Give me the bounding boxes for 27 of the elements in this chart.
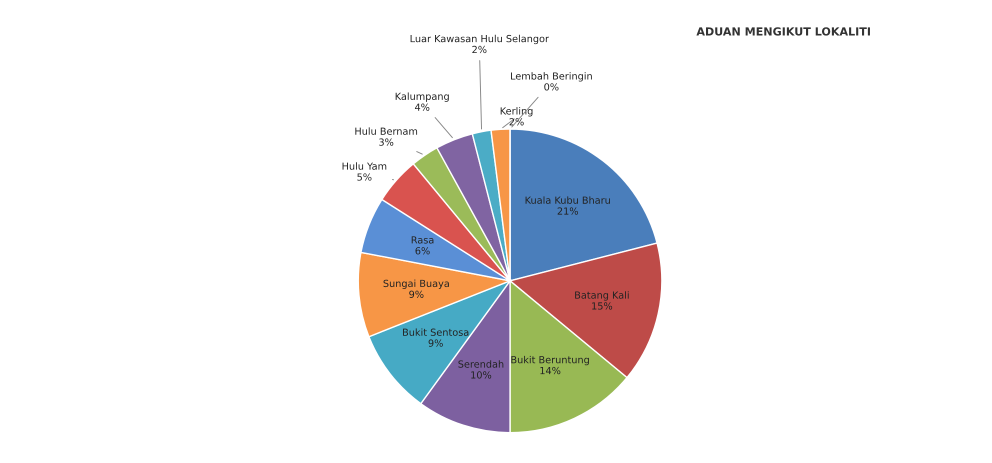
slice-label: Kuala Kubu Bharu — [526, 196, 610, 204]
slice-label: Hulu Bernam — [355, 127, 418, 135]
slice-label: Sungai Buaya — [384, 280, 449, 289]
data-label: 2% — [472, 46, 486, 54]
slice-label: Kerling — [500, 107, 532, 116]
data-label: 6% — [416, 247, 430, 254]
category-label: Lembah Beringin — [510, 72, 592, 82]
data-label: 9% — [409, 290, 424, 298]
slice-label: Batang Kali — [575, 291, 629, 301]
slice-label: Hulu Yam — [342, 162, 386, 170]
text: 0% — [544, 83, 559, 91]
data-label: 15% — [592, 302, 612, 310]
slice-label: Bukit Beruntung — [511, 356, 589, 366]
slice-label: Bukit Sentosa — [403, 328, 468, 336]
slice-label: Kalumpang — [396, 92, 449, 102]
data-label: 14% — [540, 366, 560, 374]
data-label: 3% — [379, 138, 394, 146]
slice-label: Luar Kawasan Hulu Selangor — [410, 34, 549, 44]
data-label: 21% — [558, 207, 578, 215]
data-label: 9% — [428, 339, 443, 347]
data-label: 5% — [357, 173, 372, 181]
data-label: 4% — [414, 103, 430, 111]
slice-label: Serendah — [458, 360, 504, 368]
data-label: 2% — [510, 118, 524, 126]
text: ADUAN MENGIKUT LOKALITI — [696, 27, 870, 36]
data-label: 10% — [471, 371, 492, 379]
slice-label: Rasa — [412, 236, 434, 244]
